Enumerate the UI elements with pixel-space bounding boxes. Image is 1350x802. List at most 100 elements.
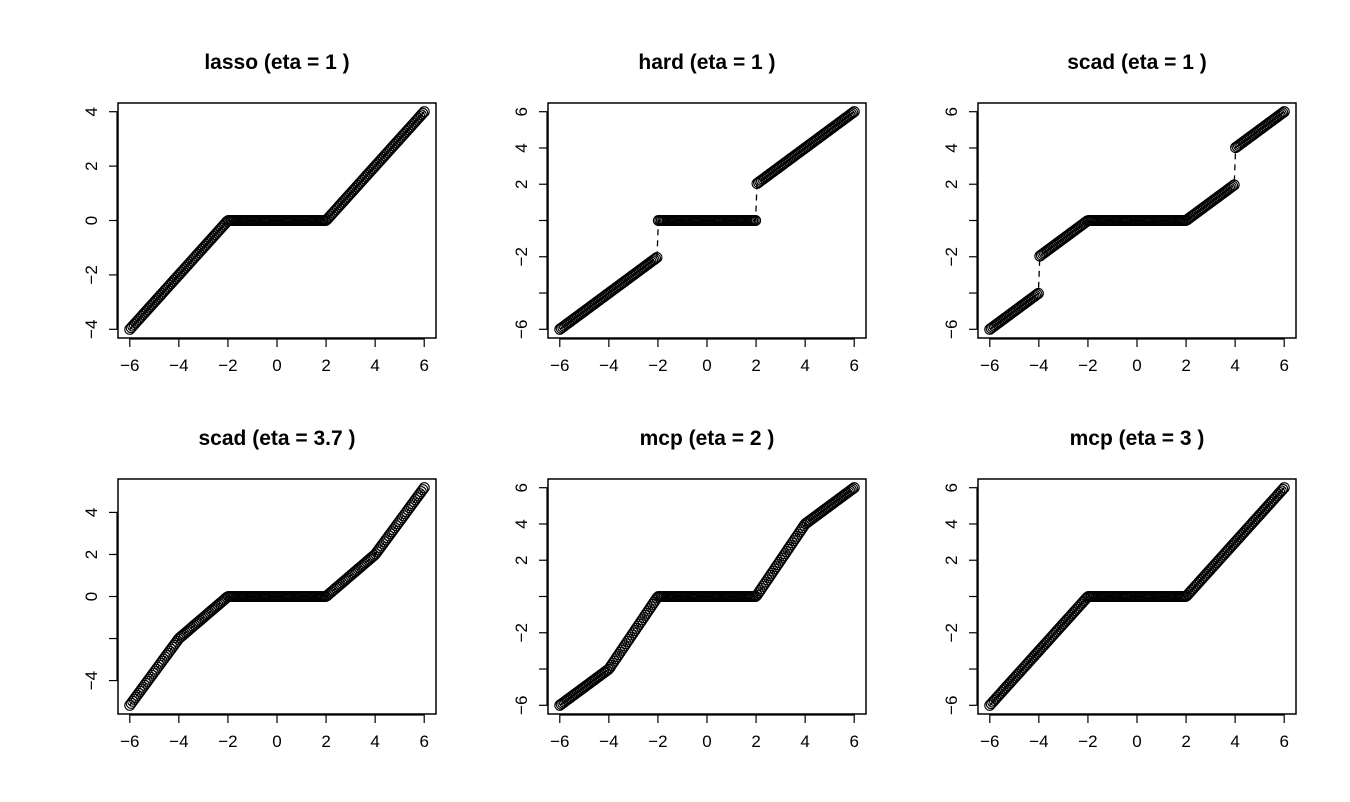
panel-5: mcp (eta = 2 ) −6 −4 −2 0 2 4 6 −6 −2 2 4 6 — [512, 427, 867, 751]
panel-title: mcp (eta = 3 ) — [1070, 427, 1205, 450]
x-tick-label: 6 — [1279, 732, 1288, 751]
y-tick-label: −2 — [942, 247, 961, 266]
y-tick-label: 2 — [942, 556, 961, 565]
y-tick-label: −2 — [82, 265, 101, 284]
x-tick-label: −4 — [1029, 732, 1048, 751]
connecting-line — [989, 487, 1285, 706]
data-point — [1227, 180, 1239, 192]
connecting-line — [129, 111, 425, 330]
x-tick-label: −4 — [599, 732, 618, 751]
y-tick-label: 0 — [82, 592, 101, 601]
x-tick-label: −4 — [169, 732, 188, 751]
x-tick-label: 0 — [272, 356, 281, 375]
data-point — [417, 484, 429, 496]
x-tick-label: −6 — [120, 732, 139, 751]
data-point — [1278, 106, 1290, 118]
panel-2: hard (eta = 1 ) −6 −4 −2 0 2 4 6 −6 −2 2 4 6 — [512, 51, 867, 375]
panel-title: scad (eta = 1 ) — [1067, 51, 1206, 74]
panel-1: lasso (eta = 1 ) −6 −4 −2 0 2 4 6 −4 −2 0 2 4 — [82, 51, 437, 375]
data-point — [1275, 108, 1287, 120]
y-tick-label: 4 — [512, 519, 531, 528]
data-point — [1278, 482, 1290, 494]
data-point — [417, 107, 429, 119]
y-tick-label: 6 — [942, 483, 961, 492]
data-point — [750, 214, 762, 227]
y-tick-label: −6 — [942, 696, 961, 715]
x-tick-label: −6 — [550, 356, 569, 375]
x-tick-label: 4 — [370, 732, 379, 751]
x-tick-label: 2 — [751, 732, 760, 751]
x-tick-label: −2 — [218, 356, 237, 375]
x-tick-label: 2 — [321, 732, 330, 751]
y-tick-label: 2 — [942, 180, 961, 189]
y-tick-label: 4 — [942, 519, 961, 528]
y-tick-label: −6 — [942, 320, 961, 339]
data-point — [847, 483, 859, 495]
x-tick-label: −2 — [648, 356, 667, 375]
x-tick-label: 6 — [419, 732, 428, 751]
y-tick-label: −6 — [512, 696, 531, 715]
data-point — [648, 254, 660, 266]
x-tick-label: 6 — [849, 732, 858, 751]
data-point — [1031, 288, 1043, 301]
data-point — [1277, 107, 1289, 119]
data-point — [418, 106, 430, 118]
x-tick-label: 4 — [800, 732, 809, 751]
y-tick-label: 6 — [512, 483, 531, 492]
y-tick-label: −4 — [82, 671, 101, 690]
data-point — [418, 482, 430, 494]
data-point — [845, 484, 857, 496]
x-tick-label: 4 — [370, 356, 379, 375]
plot-box — [117, 478, 437, 715]
x-tick-label: 4 — [1230, 356, 1239, 375]
x-tick-label: −6 — [120, 356, 139, 375]
panel-3: scad (eta = 1 ) −6 −4 −2 0 2 4 6 −6 −2 2 4 6 — [942, 51, 1297, 375]
y-tick-label: 6 — [942, 107, 961, 116]
y-tick-label: −6 — [512, 320, 531, 339]
data-point — [415, 109, 427, 121]
panel-title: mcp (eta = 2 ) — [640, 427, 775, 450]
x-tick-label: −4 — [599, 356, 618, 375]
data-point — [651, 251, 663, 264]
panel-title: scad (eta = 3.7 ) — [199, 427, 356, 450]
plot-box — [977, 478, 1297, 715]
x-tick-label: 0 — [1132, 356, 1141, 375]
data-point — [649, 253, 662, 265]
x-tick-label: −2 — [1078, 356, 1097, 375]
x-tick-label: −6 — [550, 732, 569, 751]
x-tick-label: −4 — [169, 356, 188, 375]
data-point — [1275, 485, 1287, 497]
panel-4: scad (eta = 3.7 ) −6 −4 −2 0 2 4 6 −4 0 2 4 — [82, 427, 437, 751]
y-tick-label: 6 — [512, 107, 531, 116]
y-tick-label: 4 — [942, 143, 961, 152]
data-point — [1029, 290, 1041, 302]
data-point — [1225, 181, 1237, 193]
y-tick-label: 4 — [82, 508, 101, 517]
x-tick-label: 4 — [1230, 732, 1239, 751]
x-tick-label: 4 — [800, 356, 809, 375]
panel-title: hard (eta = 1 ) — [638, 51, 775, 74]
data-point — [1277, 483, 1289, 495]
x-tick-label: 6 — [1279, 356, 1288, 375]
x-tick-label: −6 — [980, 732, 999, 751]
y-tick-label: −2 — [942, 623, 961, 642]
x-tick-label: −2 — [218, 732, 237, 751]
x-tick-label: −6 — [980, 356, 999, 375]
data-point — [845, 108, 857, 120]
x-tick-label: −2 — [1078, 732, 1097, 751]
data-point — [848, 482, 860, 494]
y-tick-label: 4 — [82, 107, 101, 116]
connecting-line — [129, 487, 425, 706]
x-tick-label: 0 — [702, 732, 711, 751]
x-tick-label: 6 — [849, 356, 858, 375]
data-point — [1228, 179, 1240, 191]
data-point — [847, 107, 859, 119]
panel-title: lasso (eta = 1 ) — [204, 51, 349, 74]
x-tick-label: 6 — [419, 356, 428, 375]
x-tick-label: 0 — [702, 356, 711, 375]
x-tick-label: 2 — [1181, 732, 1190, 751]
y-tick-label: −2 — [512, 623, 531, 642]
y-tick-label: 2 — [512, 556, 531, 565]
plot-box — [117, 102, 437, 339]
